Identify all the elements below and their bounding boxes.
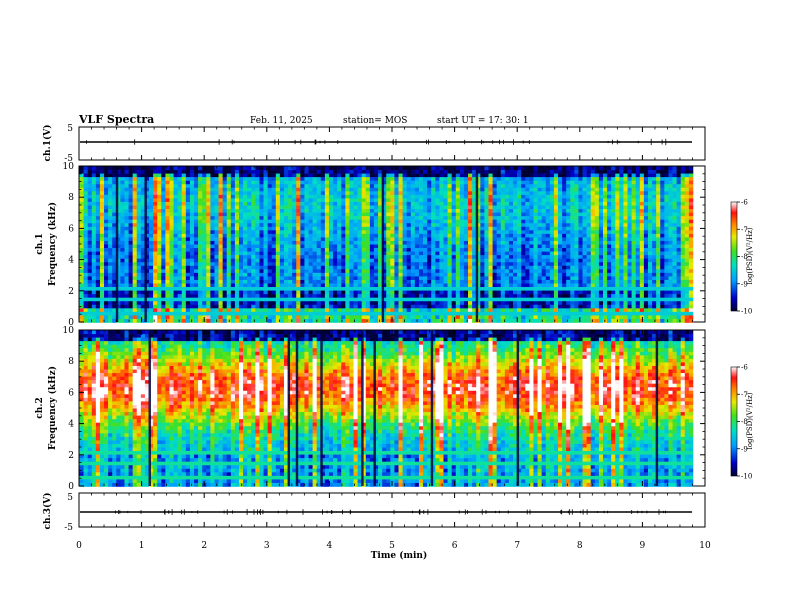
ch1-waveform-spikes	[86, 138, 667, 146]
xtick-label: 0	[76, 541, 82, 551]
xtick-label: 6	[452, 541, 458, 551]
colorbar-tick-label: -9	[741, 445, 748, 453]
colorbar-tick-label: -7	[741, 391, 748, 399]
colorbar-tick-label: -6	[741, 199, 748, 207]
time-axis-ticks	[78, 127, 706, 527]
ch3-waveform-panel: 5 -5 ch.3(V)	[42, 492, 706, 533]
ch1-ytick-bottom: -5	[64, 154, 73, 164]
ch2-spectrogram-ylabel-channel: ch.2	[35, 397, 45, 418]
ytick-label: 8	[68, 193, 74, 203]
ch2-spectrogram-ylabel-frequency: Frequency (kHz)	[47, 366, 58, 450]
ytick-label: 10	[63, 326, 75, 336]
start-time-label: start UT = 17: 30: 1	[437, 116, 529, 126]
time-axis-label: Time (min)	[371, 550, 428, 561]
ytick-label: 6	[68, 224, 74, 234]
ch1-spectrogram-ylabel-frequency: Frequency (kHz)	[47, 202, 58, 286]
xtick-label: 7	[514, 541, 520, 551]
date-label: Feb. 11, 2025	[250, 116, 313, 126]
ytick-label: 8	[68, 357, 74, 367]
xtick-label: 10	[699, 541, 711, 551]
ch1-spectrogram-image	[79, 166, 694, 323]
colorbar-tick-label: -8	[741, 253, 748, 261]
ch2-colorbar-ticks: -6 -7 -8 -9 -10	[737, 364, 752, 481]
ytick-label: 0	[68, 318, 74, 328]
ch2-spectrogram-image	[79, 330, 694, 487]
ytick-label: 0	[68, 482, 74, 492]
ch2-spectrogram-yticks: 0 2 4 6 8 10	[63, 326, 705, 492]
ch3-waveform-ylabel: ch.3(V)	[42, 493, 53, 530]
ch1-waveform-frame	[78, 126, 706, 161]
ytick-label: 4	[68, 420, 74, 430]
ch1-colorbar: -6 -7 -8 -9 -10 log(PSD)(V²/Hz)	[730, 199, 754, 316]
figure-title: VLF Spectra	[78, 113, 154, 126]
ch3-ytick-bottom: -5	[64, 523, 73, 533]
ch2-colorbar-label: log(PSD)(V²/Hz)	[746, 392, 754, 449]
xtick-label: 1	[139, 541, 145, 551]
ch3-ytick-top: 5	[67, 493, 73, 503]
ytick-label: 2	[68, 287, 74, 297]
colorbar-tick-label: -9	[741, 280, 748, 288]
xtick-label: 2	[201, 541, 207, 551]
ch2-colorbar-bar	[730, 366, 738, 477]
ch3-waveform-spikes	[115, 509, 666, 515]
ch1-colorbar-bar	[730, 201, 738, 312]
colorbar-tick-label: -7	[741, 226, 748, 234]
ch1-spectrogram-ylabel-channel: ch.1	[35, 233, 45, 254]
colorbar-tick-label: -10	[741, 308, 752, 316]
ytick-label: 2	[68, 451, 74, 461]
xtick-label: 5	[389, 541, 395, 551]
colorbar-tick-label: -6	[741, 364, 748, 372]
ch2-colorbar: -6 -7 -8 -9 -10 log(PSD)(V²/Hz)	[730, 364, 754, 481]
xtick-label: 9	[640, 541, 646, 551]
ch1-colorbar-ticks: -6 -7 -8 -9 -10	[737, 199, 752, 316]
colorbar-tick-label: -8	[741, 418, 748, 426]
ytick-label: 6	[68, 388, 74, 398]
time-axis-tick-labels: 0 1 2 3 4 5 6 7 8 9 10	[76, 541, 711, 551]
ch2-spectrogram-panel: ch.2 Frequency (kHz) 0 2 4 6 8 10 -6 -7 -8 -9 -10…	[35, 326, 754, 492]
ch1-ytick-top: 5	[67, 124, 73, 134]
ch1-spectrogram-panel: ch.1 Frequency (kHz) 0 2 4 6 8 10 -6 -7 -8 -9 -10…	[35, 162, 754, 328]
xtick-label: 8	[577, 541, 583, 551]
ch1-waveform-ylabel: ch.1(V)	[42, 125, 53, 162]
ch1-spectrogram-yticks: 0 2 4 6 8 10	[63, 162, 705, 328]
ytick-label: 10	[63, 162, 75, 172]
ch1-colorbar-label: log(PSD)(V²/Hz)	[746, 227, 754, 284]
station-label: station= MOS	[343, 116, 407, 126]
colorbar-tick-label: -10	[741, 473, 752, 481]
ch1-waveform-panel: 5 -5 ch.1(V)	[42, 124, 706, 164]
ytick-label: 4	[68, 256, 74, 266]
xtick-label: 4	[327, 541, 333, 551]
xtick-label: 3	[264, 541, 270, 551]
ch3-waveform-frame	[78, 492, 706, 528]
